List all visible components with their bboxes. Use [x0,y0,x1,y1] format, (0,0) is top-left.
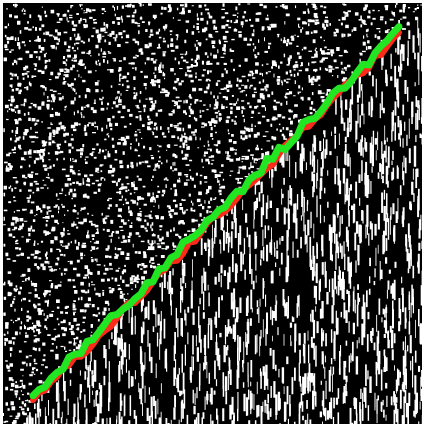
detected-edge-line [29,23,403,400]
texture-scene [3,3,422,424]
texture-image [3,3,422,424]
